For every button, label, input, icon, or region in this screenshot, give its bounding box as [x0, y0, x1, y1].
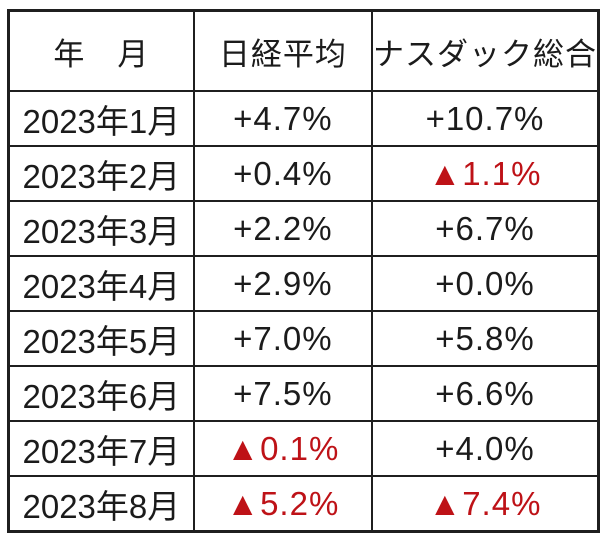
month-cell: 2023年6月 [7, 365, 195, 422]
nasdaq-value-cell: +0.0% [370, 255, 600, 312]
nasdaq-value-cell: +4.0% [370, 420, 600, 477]
nikkei-value-cell: +2.2% [192, 200, 373, 257]
nasdaq-value-cell: +5.8% [370, 310, 600, 367]
month-cell: 2023年5月 [7, 310, 195, 367]
nikkei-value-cell: ▲0.1% [192, 420, 373, 477]
table-row: 2023年8月 ▲5.2% ▲7.4% [7, 475, 600, 533]
nasdaq-value-cell: ▲7.4% [370, 475, 600, 533]
table-row: 2023年7月 ▲0.1% +4.0% [7, 420, 600, 477]
nasdaq-value-cell: +10.7% [370, 90, 600, 147]
table-row: 2023年1月 +4.7% +10.7% [7, 90, 600, 147]
monthly-returns-table: 年 月 日経平均 ナスダック総合 2023年1月 +4.7% +10.7% 20… [7, 9, 600, 533]
month-cell: 2023年8月 [7, 475, 195, 533]
nikkei-value-cell: +7.0% [192, 310, 373, 367]
month-cell: 2023年2月 [7, 145, 195, 202]
header-cell-month: 年 月 [7, 9, 195, 92]
table-row: 2023年5月 +7.0% +5.8% [7, 310, 600, 367]
header-row: 年 月 日経平均 ナスダック総合 [7, 9, 600, 92]
nikkei-value-cell: +7.5% [192, 365, 373, 422]
table-row: 2023年6月 +7.5% +6.6% [7, 365, 600, 422]
month-cell: 2023年4月 [7, 255, 195, 312]
table-row: 2023年4月 +2.9% +0.0% [7, 255, 600, 312]
month-cell: 2023年1月 [7, 90, 195, 147]
nikkei-value-cell: +4.7% [192, 90, 373, 147]
header-cell-nasdaq: ナスダック総合 [370, 9, 600, 92]
header-cell-nikkei: 日経平均 [192, 9, 373, 92]
nikkei-value-cell: ▲5.2% [192, 475, 373, 533]
table-row: 2023年3月 +2.2% +6.7% [7, 200, 600, 257]
nikkei-value-cell: +2.9% [192, 255, 373, 312]
nasdaq-value-cell: +6.7% [370, 200, 600, 257]
nasdaq-value-cell: ▲1.1% [370, 145, 600, 202]
table-row: 2023年2月 +0.4% ▲1.1% [7, 145, 600, 202]
nikkei-value-cell: +0.4% [192, 145, 373, 202]
month-cell: 2023年7月 [7, 420, 195, 477]
nasdaq-value-cell: +6.6% [370, 365, 600, 422]
month-cell: 2023年3月 [7, 200, 195, 257]
